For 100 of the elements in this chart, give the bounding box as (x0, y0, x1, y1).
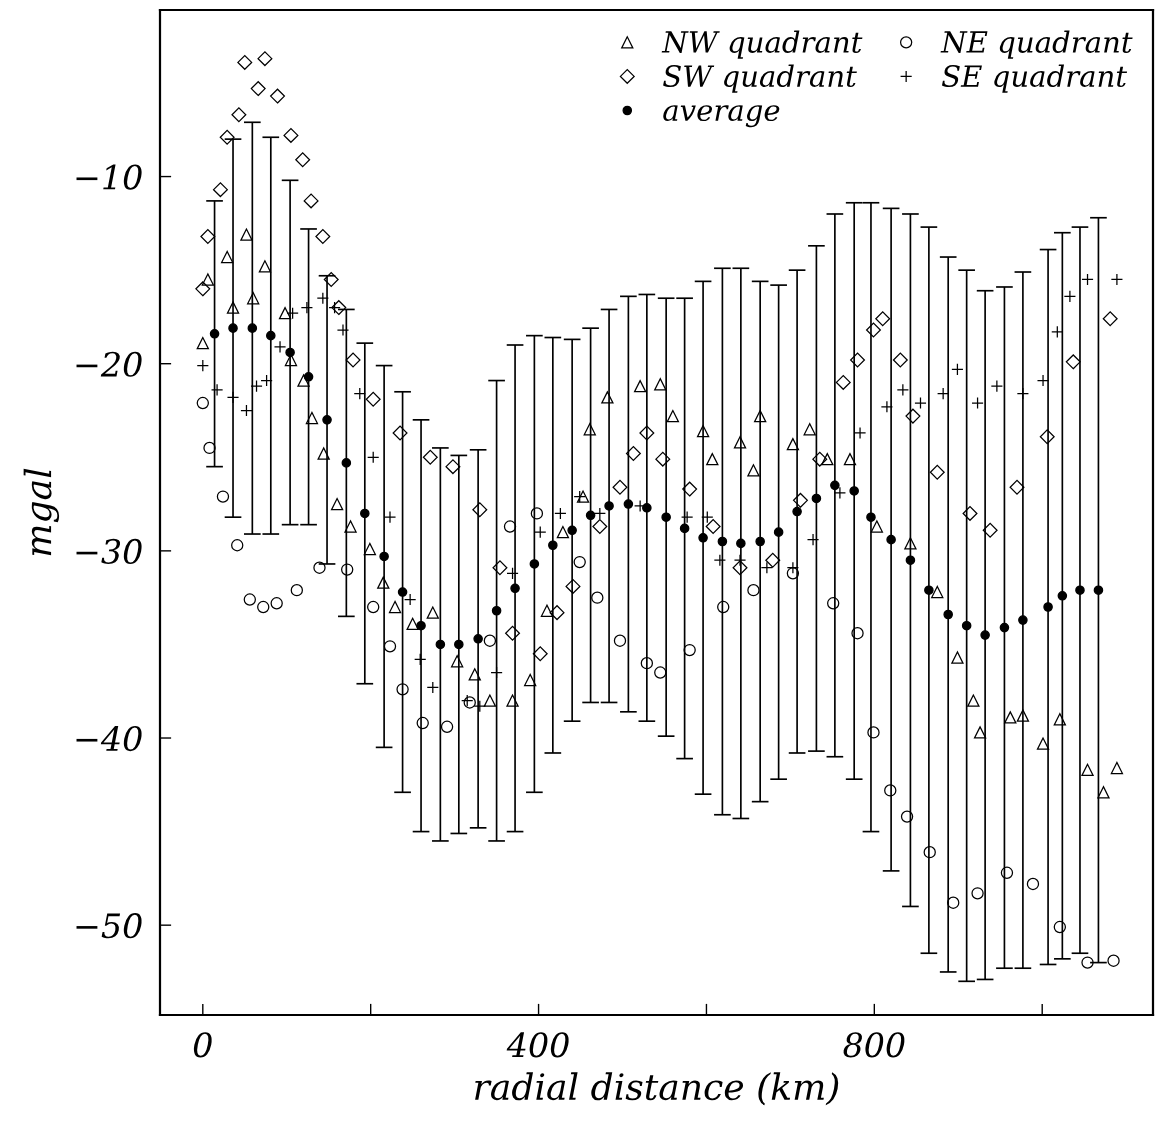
point (565, 578, 581, 594)
point (383, 640, 397, 653)
point (422, 449, 438, 465)
point (655, 451, 671, 467)
point (313, 561, 326, 574)
point (260, 374, 273, 387)
point (258, 260, 272, 273)
point (923, 845, 936, 859)
y-tick-label: −20 (76, 351, 142, 377)
point (226, 301, 240, 314)
point (812, 451, 828, 467)
point (483, 694, 497, 707)
point (951, 363, 964, 376)
point (450, 655, 464, 668)
point (1097, 786, 1110, 799)
point (305, 411, 319, 425)
point (530, 507, 544, 520)
point (246, 292, 260, 305)
point (203, 441, 216, 455)
point (706, 452, 719, 466)
point (331, 300, 347, 316)
point (195, 281, 211, 297)
point (440, 720, 454, 733)
point (682, 481, 698, 497)
point (1081, 273, 1094, 286)
point (283, 127, 299, 143)
point (240, 404, 253, 417)
x-axis-title: radial distance (km) (475, 1072, 839, 1106)
point (240, 228, 253, 241)
point (303, 193, 319, 209)
point (821, 452, 834, 466)
point (904, 537, 917, 550)
point (196, 396, 209, 410)
x-tick-label: 800 (843, 1032, 905, 1058)
point (843, 452, 857, 466)
point (583, 423, 596, 436)
point (243, 593, 256, 606)
point (231, 107, 247, 123)
point (396, 683, 409, 696)
legend-label: NW quadrant (661, 30, 863, 59)
point (1009, 479, 1025, 495)
point (388, 600, 402, 614)
point (947, 896, 960, 909)
point (971, 887, 984, 900)
point (591, 591, 604, 604)
point (786, 567, 800, 580)
point (250, 379, 263, 393)
point (317, 447, 330, 460)
point (237, 54, 253, 70)
point (576, 490, 590, 503)
point (250, 81, 266, 97)
point (472, 502, 488, 518)
point (196, 336, 209, 350)
point (328, 301, 341, 314)
point (200, 228, 216, 244)
point (717, 600, 730, 614)
point (506, 694, 519, 707)
point (1053, 920, 1067, 934)
point (1039, 429, 1055, 445)
point (503, 520, 517, 533)
point (867, 726, 880, 739)
point (257, 600, 270, 614)
point (297, 374, 310, 387)
point (732, 560, 748, 576)
point (1016, 709, 1030, 722)
point (884, 784, 897, 797)
point (973, 726, 987, 739)
point (875, 311, 891, 327)
x-tick-label: 0 (193, 1032, 212, 1058)
point (971, 396, 984, 410)
point (639, 425, 655, 441)
point (341, 563, 354, 576)
y-axis-title: mgal (23, 468, 60, 556)
point (1004, 711, 1017, 724)
y-tick-label: −30 (76, 538, 142, 564)
point (231, 539, 244, 552)
point (982, 522, 998, 538)
point (556, 525, 570, 539)
point (786, 438, 800, 451)
point (573, 555, 586, 569)
point (220, 250, 234, 264)
point (363, 542, 377, 556)
point (696, 424, 710, 438)
point (416, 716, 429, 730)
point (506, 567, 519, 580)
point (870, 520, 884, 533)
point (612, 479, 628, 495)
point (962, 505, 978, 521)
point (270, 597, 283, 610)
legend-label: SE quadrant (941, 64, 1128, 93)
point (967, 694, 980, 707)
point (625, 446, 641, 462)
point (505, 625, 521, 641)
point (951, 651, 964, 664)
point (905, 408, 921, 424)
point (344, 520, 357, 533)
point (392, 425, 408, 441)
point (900, 810, 914, 823)
point (315, 228, 331, 244)
point (212, 182, 228, 198)
